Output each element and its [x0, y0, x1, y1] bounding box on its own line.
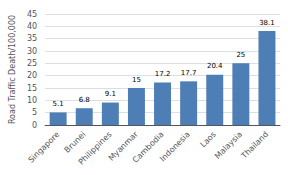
svg-text:45: 45 — [27, 10, 37, 19]
svg-text:20.4: 20.4 — [207, 62, 223, 70]
svg-text:35: 35 — [27, 34, 37, 43]
svg-text:17.2: 17.2 — [155, 70, 171, 78]
svg-text:6.8: 6.8 — [79, 96, 90, 104]
svg-text:Cambodia: Cambodia — [130, 129, 166, 165]
svg-text:5: 5 — [32, 108, 37, 117]
svg-text:9.1: 9.1 — [105, 90, 116, 98]
svg-text:40: 40 — [27, 22, 37, 31]
svg-text:Malaysia: Malaysia — [213, 130, 244, 161]
svg-text:Indonesia: Indonesia — [158, 130, 192, 164]
svg-text:10: 10 — [27, 96, 37, 105]
svg-text:Philippines: Philippines — [77, 130, 114, 167]
svg-text:25: 25 — [27, 59, 37, 68]
svg-text:38.1: 38.1 — [259, 19, 275, 27]
svg-text:Road Traffic Death/100,000: Road Traffic Death/100,000 — [8, 15, 17, 124]
svg-text:20: 20 — [27, 71, 37, 80]
svg-text:25: 25 — [236, 51, 245, 59]
svg-text:Laos: Laos — [199, 130, 218, 149]
svg-text:Thailand: Thailand — [239, 130, 270, 161]
svg-text:30: 30 — [27, 47, 37, 56]
svg-text:Singapore: Singapore — [26, 130, 61, 165]
svg-text:Brunei: Brunei — [63, 130, 88, 155]
svg-text:15: 15 — [132, 76, 141, 84]
svg-text:17.7: 17.7 — [181, 69, 197, 77]
svg-text:Myanmar: Myanmar — [106, 129, 140, 163]
svg-text:15: 15 — [27, 84, 37, 93]
svg-text:5.1: 5.1 — [53, 100, 64, 108]
svg-text:0: 0 — [32, 121, 37, 130]
